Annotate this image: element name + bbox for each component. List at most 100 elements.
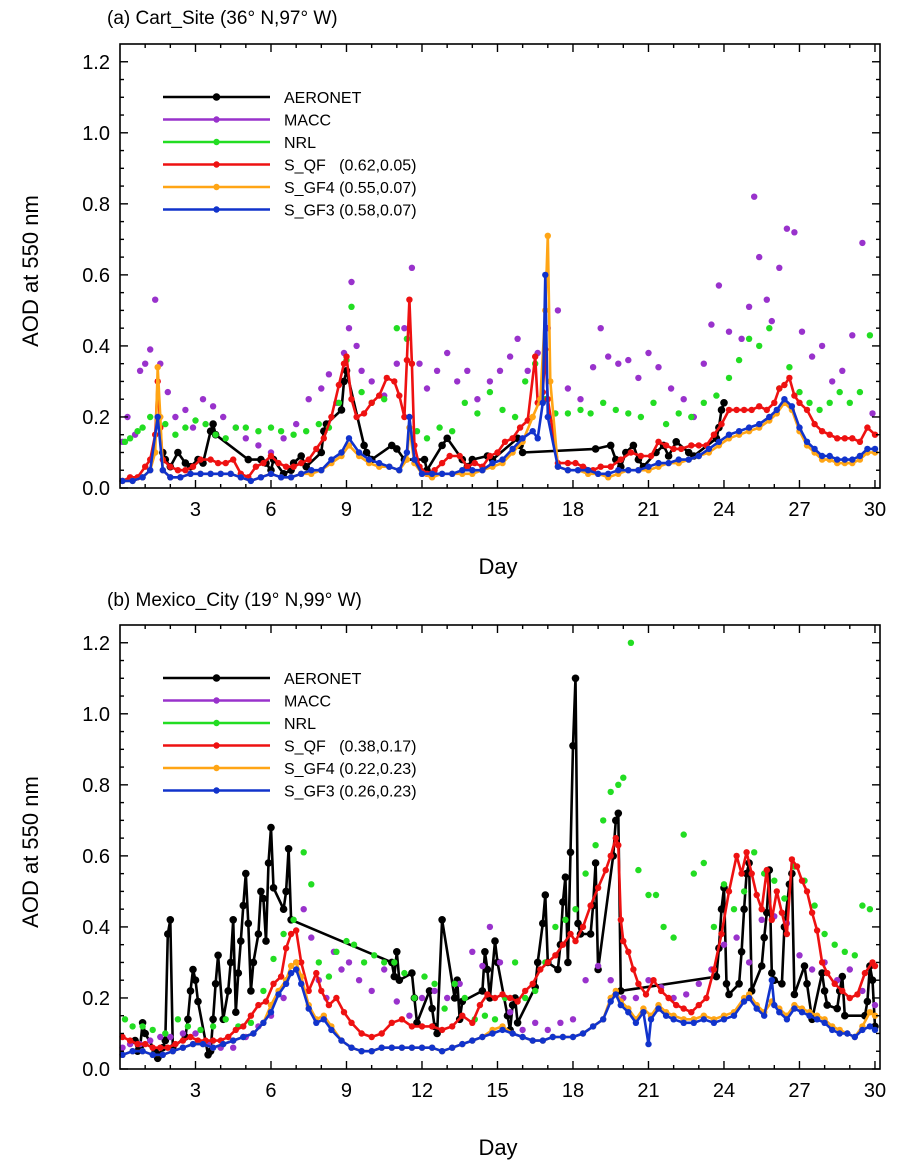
- data-point-s-qf: [607, 463, 614, 470]
- legend-item-s-gf3: S_GF3 (0.26,0.23): [163, 784, 417, 801]
- data-point-macc: [353, 342, 360, 350]
- data-point-s-gf3: [655, 1005, 662, 1012]
- series-layer: [119, 193, 879, 485]
- data-point-macc: [300, 906, 307, 913]
- data-point-macc: [577, 396, 584, 403]
- data-point-s-gf3: [753, 1005, 760, 1012]
- data-point-s-gf3: [378, 1044, 385, 1051]
- data-point-s-gf3: [177, 474, 184, 481]
- data-point-s-gf3: [298, 470, 305, 477]
- data-point-s-gf3: [217, 470, 224, 477]
- data-point-s-gf4: [871, 1012, 879, 1019]
- legend-item-aeronet: AERONET: [163, 671, 362, 688]
- data-point-aeronet: [209, 1015, 217, 1024]
- data-point-s-qf: [290, 463, 297, 470]
- data-point-s-gf3: [489, 1030, 496, 1037]
- data-point-s-gf3: [298, 980, 305, 987]
- data-point-s-qf: [126, 1037, 134, 1044]
- data-point-s-qf: [182, 467, 189, 474]
- data-point-s-qf: [615, 842, 622, 849]
- data-point-macc: [189, 424, 197, 431]
- data-point-s-gf4: [547, 378, 554, 385]
- data-point-s-qf: [718, 930, 725, 938]
- data-point-s-gf3: [398, 1044, 406, 1051]
- data-point-nrl: [600, 399, 607, 406]
- data-point-s-gf3: [781, 396, 788, 403]
- data-point-macc: [582, 977, 589, 984]
- x-tick-label: 6: [265, 499, 276, 521]
- data-point-s-qf: [267, 452, 275, 460]
- series-nrl: [121, 639, 874, 1037]
- legend-swatch-marker: [212, 674, 221, 682]
- data-point-s-gf3: [773, 406, 780, 414]
- data-point-s-qf: [225, 1033, 232, 1041]
- legend-item-nrl: NRL: [163, 135, 316, 152]
- data-point-aeronet: [262, 937, 270, 945]
- data-point-aeronet: [559, 898, 567, 906]
- data-point-macc: [796, 952, 803, 959]
- data-point-macc: [416, 360, 423, 367]
- data-point-s-gf3: [406, 413, 413, 421]
- data-point-s-gf3: [806, 1012, 813, 1019]
- data-point-s-qf: [333, 994, 340, 1002]
- data-point-s-qf: [396, 392, 403, 399]
- data-point-s-gf3: [529, 1037, 536, 1044]
- data-point-macc: [798, 328, 806, 335]
- data-point-macc: [152, 296, 159, 303]
- data-point-s-qf: [725, 406, 733, 414]
- data-point-s-qf: [328, 413, 335, 421]
- data-point-aeronet: [863, 997, 872, 1006]
- data-point-macc: [474, 396, 481, 403]
- data-point-s-gf3: [469, 467, 476, 474]
- data-point-nrl: [270, 955, 277, 963]
- data-point-aeronet: [232, 1008, 240, 1016]
- data-point-s-qf: [803, 406, 811, 414]
- y-tick-label: 0.6: [82, 846, 110, 868]
- data-point-s-gf3: [680, 1019, 687, 1026]
- data-point-s-qf: [398, 1016, 406, 1023]
- panel-cart-site: (a) Cart_Site (36° N,97° W) Day AOD at 5…: [0, 0, 899, 581]
- x-tick-label: 24: [713, 499, 735, 521]
- data-point-s-qf: [293, 927, 300, 934]
- data-point-s-gf3: [318, 467, 325, 474]
- data-point-macc: [524, 367, 531, 374]
- data-point-aeronet: [226, 958, 235, 967]
- data-point-macc: [393, 360, 400, 367]
- data-point-s-qf: [320, 435, 327, 442]
- data-point-nrl: [562, 916, 569, 923]
- data-point-s-qf: [670, 445, 677, 453]
- legend-swatch-marker: [212, 93, 221, 101]
- data-point-nrl: [139, 1023, 146, 1030]
- data-point-macc: [594, 962, 602, 970]
- data-point-macc: [808, 966, 816, 973]
- data-point-nrl: [592, 842, 599, 849]
- data-point-s-gf3: [685, 456, 692, 463]
- data-point-aeronet: [433, 1029, 441, 1038]
- data-point-s-qf: [406, 296, 413, 303]
- data-point-s-gf3: [600, 1016, 607, 1023]
- data-point-s-gf3: [791, 1005, 798, 1012]
- data-point-s-qf: [786, 374, 793, 382]
- data-point-nrl: [461, 994, 468, 1002]
- data-point-s-gf3: [418, 470, 426, 477]
- data-point-macc: [859, 239, 866, 247]
- data-point-nrl: [635, 866, 642, 874]
- data-point-s-qf: [738, 870, 745, 877]
- data-point-aeronet: [742, 869, 751, 878]
- data-point-nrl: [846, 399, 853, 406]
- data-point-s-qf: [252, 463, 260, 470]
- legend-swatch-marker: [213, 787, 220, 794]
- x-tick-label: 3: [190, 499, 201, 521]
- legend-label: S_GF3 (0.58,0.07): [284, 203, 417, 220]
- data-point-s-gf3: [574, 467, 582, 474]
- data-point-s-gf3: [539, 1037, 546, 1044]
- data-point-s-qf: [607, 852, 614, 860]
- data-point-aeronet: [483, 965, 492, 974]
- data-point-s-qf: [313, 969, 320, 977]
- data-point-s-qf: [680, 1005, 687, 1012]
- data-point-s-gf3: [635, 467, 642, 474]
- chart-mexico-city: (b) Mexico_City (19° N,99° W) Day AOD at…: [18, 590, 886, 1160]
- legend: AERONET MACC NRL S_QF (0.38,0.17) S_GF4 (0.2…: [163, 671, 417, 801]
- data-point-s-gf3: [745, 424, 753, 431]
- data-point-macc: [230, 1044, 237, 1051]
